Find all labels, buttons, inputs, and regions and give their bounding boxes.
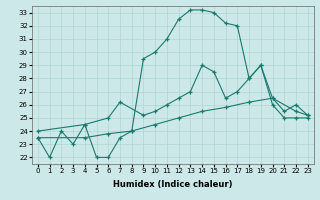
X-axis label: Humidex (Indice chaleur): Humidex (Indice chaleur) — [113, 180, 233, 189]
